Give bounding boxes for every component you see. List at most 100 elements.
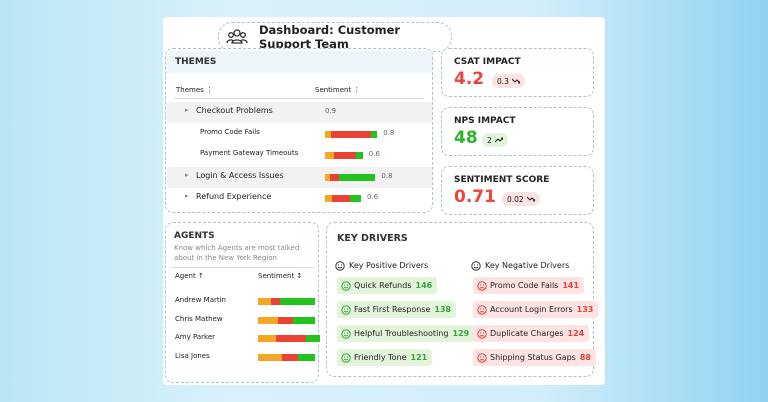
sentiment-segment: [325, 152, 334, 159]
sentiment-segment: [370, 130, 378, 138]
kpi-label: SENTIMENT SCORE: [454, 175, 550, 185]
kpi-card: CSAT IMPACT 4.2 0.3: [441, 48, 594, 97]
score: 0.8: [383, 128, 395, 137]
driver-name: Promo Code Fails: [490, 281, 559, 290]
sentiment-segment: [330, 173, 340, 181]
face-icon: [477, 352, 487, 363]
driver-name: Duplicate Charges: [490, 329, 564, 338]
face-icon: [341, 304, 351, 315]
driver-count: 88: [579, 353, 591, 362]
kpi-card: SENTIMENT SCORE 0.71 0.02: [441, 166, 594, 215]
face-icon: [477, 304, 487, 315]
kpi-value: 4.2: [454, 69, 485, 89]
face-icon: [477, 328, 487, 339]
driver-pill: Friendly Tone 121: [337, 349, 433, 366]
score: 0.8: [381, 171, 393, 180]
score: 0.6: [367, 193, 379, 201]
sentiment-segment: [350, 195, 361, 202]
column-header: Agent ↑: [175, 272, 204, 280]
trend-icon: [526, 196, 535, 202]
sentiment-segment: [297, 353, 316, 361]
column-header: Sentiment ↕: [258, 272, 303, 280]
agent-name: Andrew Martin: [175, 296, 226, 304]
kpi-card: NPS IMPACT 48 2: [441, 107, 594, 156]
face-icon: [335, 261, 345, 271]
trend-icon: [494, 137, 503, 143]
driver-count: 133: [576, 305, 594, 314]
agent-name: Chris Mathew: [175, 314, 223, 323]
sentiment-segment: [258, 316, 278, 324]
driver-pill: Duplicate Charges 124: [473, 325, 590, 342]
driver-name: Account Login Errors: [490, 305, 573, 314]
agent-name: Amy Parker: [175, 333, 216, 341]
row-bg: [167, 166, 432, 188]
sentiment-segment: [275, 335, 307, 342]
sentiment-segment: [258, 353, 283, 361]
change-value: 2: [487, 135, 492, 145]
theme-name: Checkout Problems: [196, 106, 273, 115]
driver-count: 138: [434, 305, 452, 314]
agents-panel: AGENTS Know which Agents are most talked…: [165, 222, 320, 383]
sentiment-segment: [332, 195, 351, 202]
column-label: Themes: [176, 86, 204, 94]
panel-title: AGENTS: [174, 231, 215, 241]
title: Dashboard: Customer Support Team: [259, 23, 401, 51]
driver-count: 141: [562, 281, 580, 290]
panel-title: THEMES: [166, 51, 432, 73]
bullet: ▸: [185, 170, 189, 179]
face-icon: [341, 328, 351, 339]
column-header: Themes ⋮: [176, 86, 214, 94]
column-label: Agent: [175, 272, 196, 280]
sentiment-segment: [258, 335, 276, 342]
face-icon: [477, 280, 487, 291]
sentiment-segment: [325, 173, 331, 181]
change-value: 0.02: [507, 194, 524, 204]
face-icon: [341, 352, 351, 363]
score: 0.9: [325, 107, 337, 115]
sentiment-segment: [271, 298, 280, 305]
divider: [174, 98, 424, 99]
row-bg: [167, 102, 432, 123]
trend-icon: [511, 78, 520, 84]
bullet: ▸: [185, 106, 189, 114]
sentiment-segment: [325, 130, 332, 138]
column-header: Sentiment ⋮: [315, 86, 361, 94]
score: 0.6: [368, 150, 380, 158]
theme-name: Promo Code Fails: [200, 127, 260, 136]
panel-title: KEY DRIVERS: [337, 233, 408, 244]
theme-name: Refund Experience: [196, 192, 272, 201]
sentiment-segment: [325, 195, 333, 202]
sentiment-segment: [258, 298, 272, 305]
sentiment-segment: [334, 152, 356, 159]
group-title: Key Negative Drivers: [485, 261, 570, 270]
driver-count: 121: [410, 353, 428, 362]
kpi-label: NPS IMPACT: [454, 116, 516, 126]
kpi-value: 0.71: [454, 187, 496, 207]
sentiment-segment: [282, 353, 298, 361]
sentiment-segment: [280, 298, 316, 305]
change-value: 0.3: [497, 76, 509, 86]
group-title: Key Positive Drivers: [349, 261, 429, 270]
driver-name: Shipping Status Gaps: [490, 353, 576, 362]
divider: [172, 267, 314, 268]
driver-name: Helpful Troubleshooting: [354, 329, 449, 338]
driver-pill: Account Login Errors 133: [473, 301, 599, 318]
kpi-change: 0.3: [492, 74, 525, 88]
theme-name: Payment Gateway Timeouts: [200, 149, 299, 157]
driver-name: Fast First Response: [354, 305, 431, 314]
driver-count: 129: [452, 329, 470, 338]
column-label: Sentiment: [315, 86, 352, 94]
kpi-change: 0.02: [502, 192, 540, 206]
driver-pill: Shipping Status Gaps 88: [473, 349, 596, 366]
bullet: ▸: [185, 192, 189, 200]
team-icon: [226, 29, 248, 44]
kpi-change: 2: [482, 133, 508, 147]
driver-count: 146: [415, 281, 433, 290]
driver-pill: Quick Refunds 146: [337, 277, 438, 294]
face-icon: [341, 280, 351, 291]
theme-name: Login & Access Issues: [196, 170, 284, 180]
column-label: Sentiment: [258, 272, 295, 280]
kpi-label: CSAT IMPACT: [454, 57, 521, 67]
sentiment-segment: [306, 335, 320, 342]
